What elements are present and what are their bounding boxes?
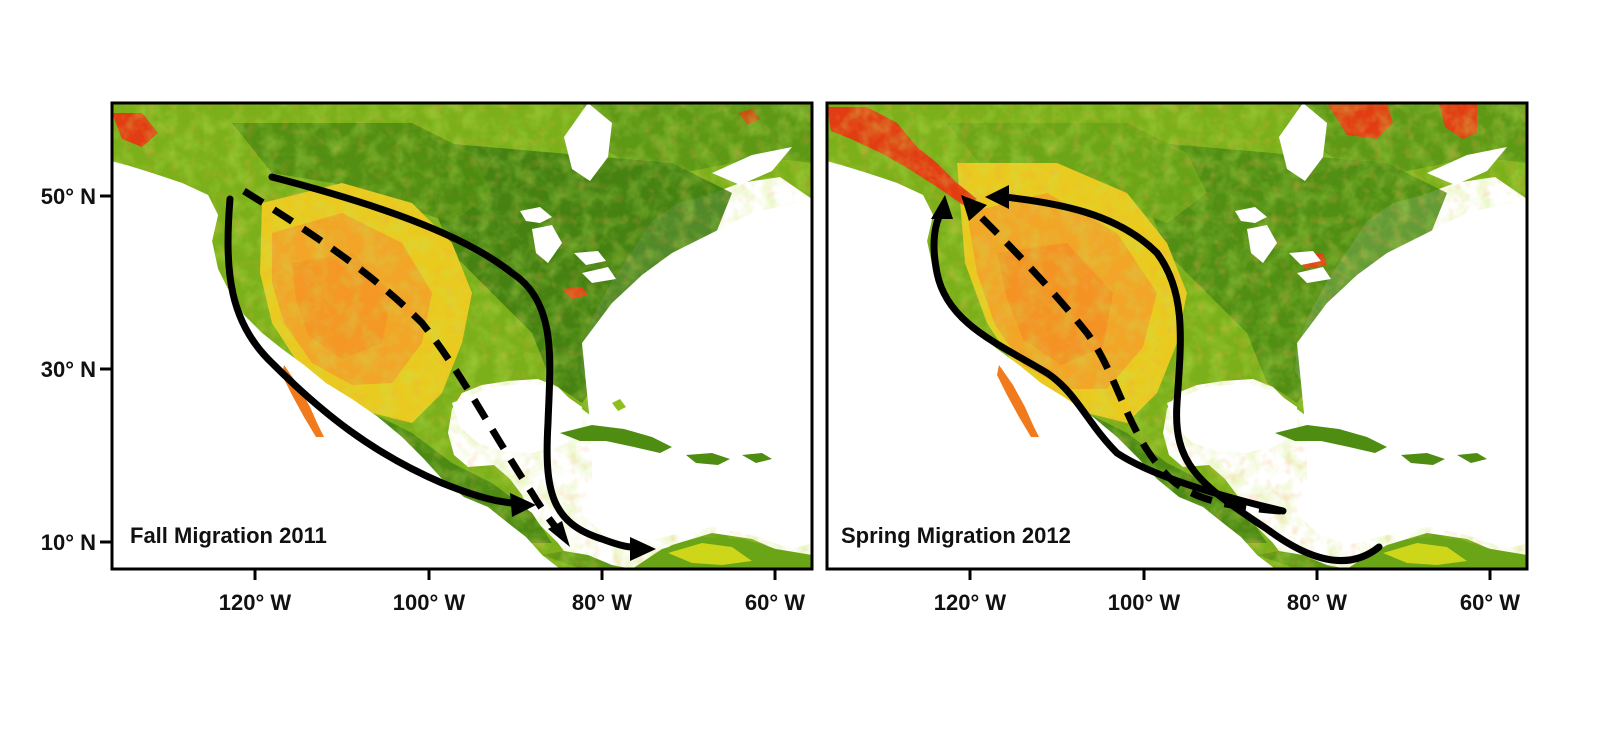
fall-migration-panel: Fall Migration 2011 <box>110 101 814 571</box>
panel-label-spring: Spring Migration 2012 <box>841 523 1071 548</box>
lon-label-100-left: 100° W <box>393 590 466 615</box>
lon-label-80-right: 80° W <box>1287 590 1347 615</box>
lon-label-100-right: 100° W <box>1108 590 1181 615</box>
latitude-axis: 50° N 30° N 10° N <box>41 184 112 555</box>
fall-route-interior-dashed <box>242 188 570 547</box>
spring-route-interior-dashed <box>961 195 1282 515</box>
fall-route-eastern <box>268 173 656 561</box>
spring-route-eastern <box>985 185 1383 565</box>
lon-label-60-left: 60° W <box>745 590 805 615</box>
spring-migration-panel: Spring Migration 2012 <box>825 101 1529 571</box>
lon-label-120-right: 120° W <box>934 590 1007 615</box>
longitude-axis-left: 120° W 100° W 80° W 60° W <box>219 569 805 615</box>
lon-label-80-left: 80° W <box>572 590 632 615</box>
lat-label-10: 10° N <box>41 530 96 555</box>
lon-label-60-right: 60° W <box>1460 590 1520 615</box>
longitude-axis-right: 120° W 100° W 80° W 60° W <box>934 569 1520 615</box>
lon-label-120-left: 120° W <box>219 590 292 615</box>
lat-label-30: 30° N <box>41 357 96 382</box>
lat-label-50: 50° N <box>41 184 96 209</box>
panel-label-fall: Fall Migration 2011 <box>130 523 327 548</box>
fall-route-pacific <box>224 195 536 517</box>
